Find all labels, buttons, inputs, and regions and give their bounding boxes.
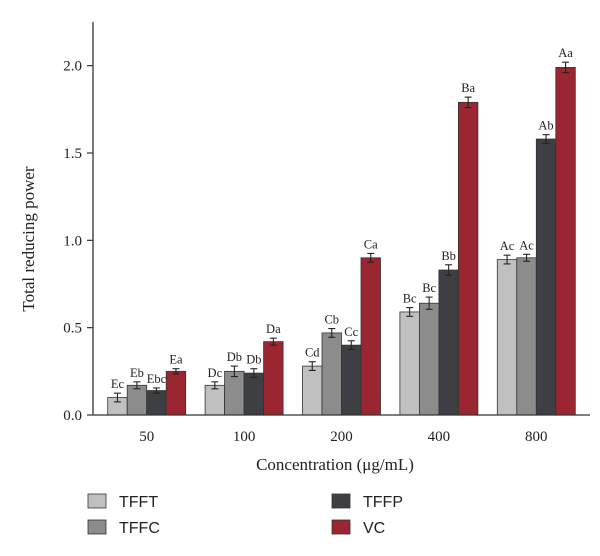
bar	[418, 302, 440, 416]
legend-label: TFFP	[363, 494, 403, 511]
data-label: Aa	[558, 46, 573, 60]
data-label: Bb	[441, 249, 456, 263]
y-tick-label: 2.0	[63, 59, 82, 75]
y-tick-label: 1.0	[63, 233, 82, 249]
y-axis-title: Total reducing power	[19, 166, 38, 311]
y-tick-label: 0.5	[63, 321, 82, 337]
data-label: Cd	[305, 346, 320, 360]
x-tick-label: 50	[139, 429, 154, 445]
x-tick-label: 800	[525, 429, 548, 445]
data-label: Cb	[324, 313, 339, 327]
bar	[341, 344, 362, 416]
x-tick-label: 100	[233, 429, 256, 445]
legend-label: TFFT	[119, 494, 158, 511]
x-tick-label: 200	[330, 429, 353, 445]
data-label: Bc	[422, 281, 436, 295]
data-label: Cc	[344, 325, 358, 339]
x-axis-title: Concentration (μg/mL)	[256, 455, 414, 474]
bar	[516, 257, 537, 416]
bar	[535, 138, 557, 416]
data-label: Ac	[519, 238, 534, 252]
bar	[496, 259, 518, 416]
bar	[243, 372, 265, 416]
data-label: Eb	[130, 366, 144, 380]
data-label: Bc	[403, 292, 417, 306]
y-tick-label: 1.5	[63, 146, 82, 162]
data-label: Ac	[500, 239, 515, 253]
legend-swatch	[331, 519, 351, 535]
data-label: Da	[266, 322, 281, 336]
data-label: Dc	[208, 366, 223, 380]
legend-swatch	[87, 519, 107, 535]
legend-label: TFFC	[119, 520, 160, 537]
bar	[204, 384, 226, 416]
data-label: Ea	[169, 353, 183, 367]
bar	[457, 101, 479, 416]
legend-swatch	[87, 493, 107, 509]
bar	[302, 365, 323, 416]
bar	[146, 390, 167, 416]
data-label: Ab	[538, 119, 553, 133]
bar	[438, 269, 459, 416]
axes-layer	[92, 22, 590, 416]
x-ticks: 50 100 200 400 800	[139, 429, 547, 445]
bar	[126, 384, 148, 416]
bar	[360, 257, 381, 416]
data-label: Ca	[364, 237, 378, 251]
bar	[165, 370, 187, 416]
y-tick-label: 0.0	[63, 408, 82, 424]
data-label: Db	[227, 350, 242, 364]
data-label: Ba	[461, 81, 475, 95]
bar	[263, 341, 284, 416]
x-tick-label: 400	[428, 429, 451, 445]
bar	[399, 311, 420, 416]
legend-swatch	[331, 493, 351, 509]
bar	[555, 67, 576, 416]
data-label: Ebc	[147, 372, 167, 386]
bar	[321, 332, 342, 416]
bar	[224, 370, 245, 416]
legend: TFFT TFFC TFFP VC	[87, 493, 403, 537]
data-label: Ec	[111, 377, 125, 391]
y-ticks: 0.0 0.5 1.0 1.5 2.0	[63, 59, 93, 424]
legend-label: VC	[363, 520, 385, 537]
data-label: Db	[246, 353, 261, 367]
